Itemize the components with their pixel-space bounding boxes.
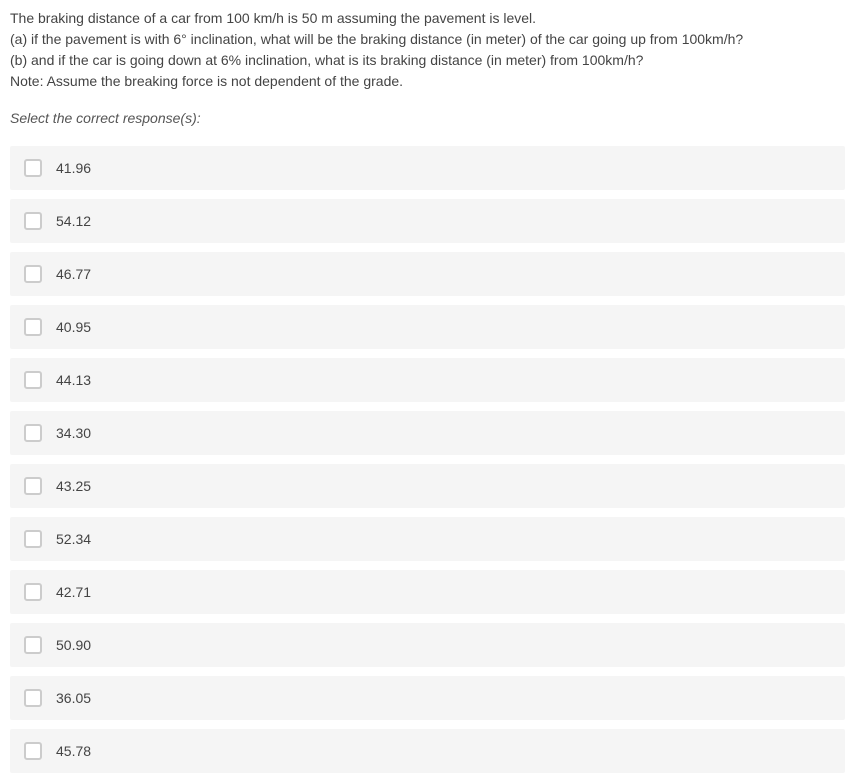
question-line-2: (a) if the pavement is with 6° inclinati… [10, 29, 845, 50]
option-label: 46.77 [56, 266, 91, 282]
checkbox[interactable] [24, 583, 42, 601]
question-line-3: (b) and if the car is going down at 6% i… [10, 50, 845, 71]
checkbox[interactable] [24, 318, 42, 336]
option-item[interactable]: 50.90 [10, 623, 845, 667]
checkbox[interactable] [24, 159, 42, 177]
option-item[interactable]: 36.05 [10, 676, 845, 720]
option-label: 42.71 [56, 584, 91, 600]
checkbox[interactable] [24, 265, 42, 283]
option-item[interactable]: 45.78 [10, 729, 845, 773]
checkbox[interactable] [24, 371, 42, 389]
checkbox[interactable] [24, 636, 42, 654]
option-label: 43.25 [56, 478, 91, 494]
checkbox[interactable] [24, 530, 42, 548]
checkbox[interactable] [24, 212, 42, 230]
option-label: 54.12 [56, 213, 91, 229]
checkbox[interactable] [24, 477, 42, 495]
options-list: 41.96 54.12 46.77 40.95 44.13 34.30 43.2… [10, 146, 845, 773]
option-label: 52.34 [56, 531, 91, 547]
option-item[interactable]: 52.34 [10, 517, 845, 561]
checkbox[interactable] [24, 424, 42, 442]
question-text: The braking distance of a car from 100 k… [10, 8, 845, 92]
option-label: 45.78 [56, 743, 91, 759]
option-item[interactable]: 43.25 [10, 464, 845, 508]
option-item[interactable]: 42.71 [10, 570, 845, 614]
option-label: 41.96 [56, 160, 91, 176]
option-item[interactable]: 41.96 [10, 146, 845, 190]
question-line-4: Note: Assume the breaking force is not d… [10, 71, 845, 92]
option-item[interactable]: 40.95 [10, 305, 845, 349]
option-item[interactable]: 44.13 [10, 358, 845, 402]
question-line-1: The braking distance of a car from 100 k… [10, 8, 845, 29]
checkbox[interactable] [24, 742, 42, 760]
option-label: 44.13 [56, 372, 91, 388]
option-item[interactable]: 34.30 [10, 411, 845, 455]
checkbox[interactable] [24, 689, 42, 707]
option-label: 50.90 [56, 637, 91, 653]
option-label: 36.05 [56, 690, 91, 706]
option-item[interactable]: 54.12 [10, 199, 845, 243]
option-label: 34.30 [56, 425, 91, 441]
option-label: 40.95 [56, 319, 91, 335]
option-item[interactable]: 46.77 [10, 252, 845, 296]
select-prompt: Select the correct response(s): [10, 110, 845, 126]
